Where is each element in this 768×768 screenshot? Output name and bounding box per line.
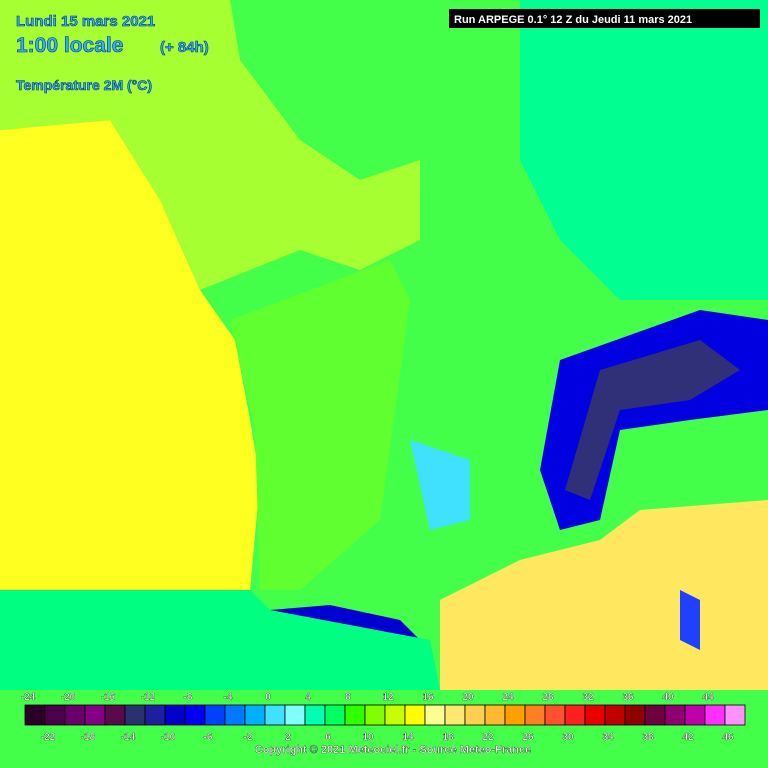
legend-label: 22 <box>482 732 494 743</box>
legend-swatch <box>704 704 726 726</box>
corsica-cold <box>680 590 700 650</box>
legend-swatch <box>224 704 246 726</box>
legend-swatch <box>484 704 506 726</box>
copyright: Copyright © 2021 Meteociel.fr - Source M… <box>255 744 531 756</box>
legend-label: 6 <box>325 732 331 743</box>
legend-swatch <box>104 704 126 726</box>
legend-swatch <box>184 704 206 726</box>
legend-label: -4 <box>224 692 233 703</box>
legend-swatch <box>624 704 646 726</box>
legend-swatch <box>404 704 426 726</box>
legend-label: -20 <box>61 692 76 703</box>
cool-region <box>520 0 768 300</box>
legend-label: -24 <box>21 692 36 703</box>
legend: -24-22-20-18-16-14-12-10-8-6-4-202468101… <box>21 692 746 743</box>
legend-swatch <box>204 704 226 726</box>
legend-swatch <box>244 704 266 726</box>
legend-label: 18 <box>442 732 454 743</box>
legend-label: 44 <box>702 692 714 703</box>
legend-label: 46 <box>722 732 734 743</box>
legend-label: 34 <box>602 732 614 743</box>
time: 1:00 locale <box>16 34 123 57</box>
mild-region <box>230 260 410 590</box>
date: Lundi 15 mars 2021 <box>16 13 155 30</box>
legend-label: 4 <box>305 692 311 703</box>
massif-central-cool <box>410 440 470 530</box>
legend-swatch <box>444 704 466 726</box>
legend-swatch <box>44 704 66 726</box>
mild-region <box>0 0 420 290</box>
legend-label: 8 <box>345 692 351 703</box>
variable: Température 2M (°C) <box>16 77 152 93</box>
legend-swatch <box>324 704 346 726</box>
legend-label: -18 <box>81 732 96 743</box>
legend-label: -14 <box>121 732 136 743</box>
legend-swatch <box>264 704 286 726</box>
legend-swatch <box>724 704 746 726</box>
legend-label: -2 <box>244 732 253 743</box>
legend-swatch <box>284 704 306 726</box>
legend-label: 10 <box>362 732 374 743</box>
legend-label: -6 <box>204 732 213 743</box>
legend-swatch <box>364 704 386 726</box>
legend-label: 12 <box>382 692 394 703</box>
legend-swatch <box>584 704 606 726</box>
legend-swatch <box>524 704 546 726</box>
legend-swatch <box>24 704 46 726</box>
legend-label: 30 <box>562 732 574 743</box>
legend-swatch <box>564 704 586 726</box>
legend-swatch <box>464 704 486 726</box>
legend-swatch <box>64 704 86 726</box>
legend-label: 14 <box>402 732 414 743</box>
alps-very-cold <box>565 340 740 500</box>
legend-swatch <box>504 704 526 726</box>
legend-label: -12 <box>141 692 156 703</box>
legend-label: -16 <box>101 692 116 703</box>
legend-label: 40 <box>662 692 674 703</box>
legend-swatch <box>164 704 186 726</box>
run-info: Run ARPEGE 0.1° 12 Z du Jeudi 11 mars 20… <box>454 14 692 26</box>
run-box <box>449 9 760 28</box>
legend-swatch <box>664 704 686 726</box>
legend-swatch <box>84 704 106 726</box>
legend-swatch <box>644 704 666 726</box>
warm-atlantic <box>0 120 260 590</box>
legend-label: -10 <box>161 732 176 743</box>
spain-cool <box>0 590 440 690</box>
legend-swatch <box>344 704 366 726</box>
legend-swatch <box>684 704 706 726</box>
legend-swatch <box>424 704 446 726</box>
legend-label: -22 <box>41 732 56 743</box>
legend-label: 16 <box>422 692 434 703</box>
legend-label: 24 <box>502 692 514 703</box>
legend-swatch <box>604 704 626 726</box>
legend-label: 32 <box>582 692 594 703</box>
legend-swatch <box>544 704 566 726</box>
legend-label: 38 <box>642 732 654 743</box>
legend-swatch <box>384 704 406 726</box>
legend-label: 28 <box>542 692 554 703</box>
legend-swatch <box>304 704 326 726</box>
legend-label: 2 <box>285 732 291 743</box>
legend-label: 42 <box>682 732 694 743</box>
legend-label: 0 <box>265 692 271 703</box>
lead-time: (+ 84h) <box>160 39 209 56</box>
legend-label: 36 <box>622 692 634 703</box>
legend-label: 26 <box>522 732 534 743</box>
legend-label: 20 <box>462 692 474 703</box>
legend-background <box>0 690 768 768</box>
legend-label: -8 <box>184 692 193 703</box>
legend-swatch <box>124 704 146 726</box>
legend-swatch <box>144 704 166 726</box>
